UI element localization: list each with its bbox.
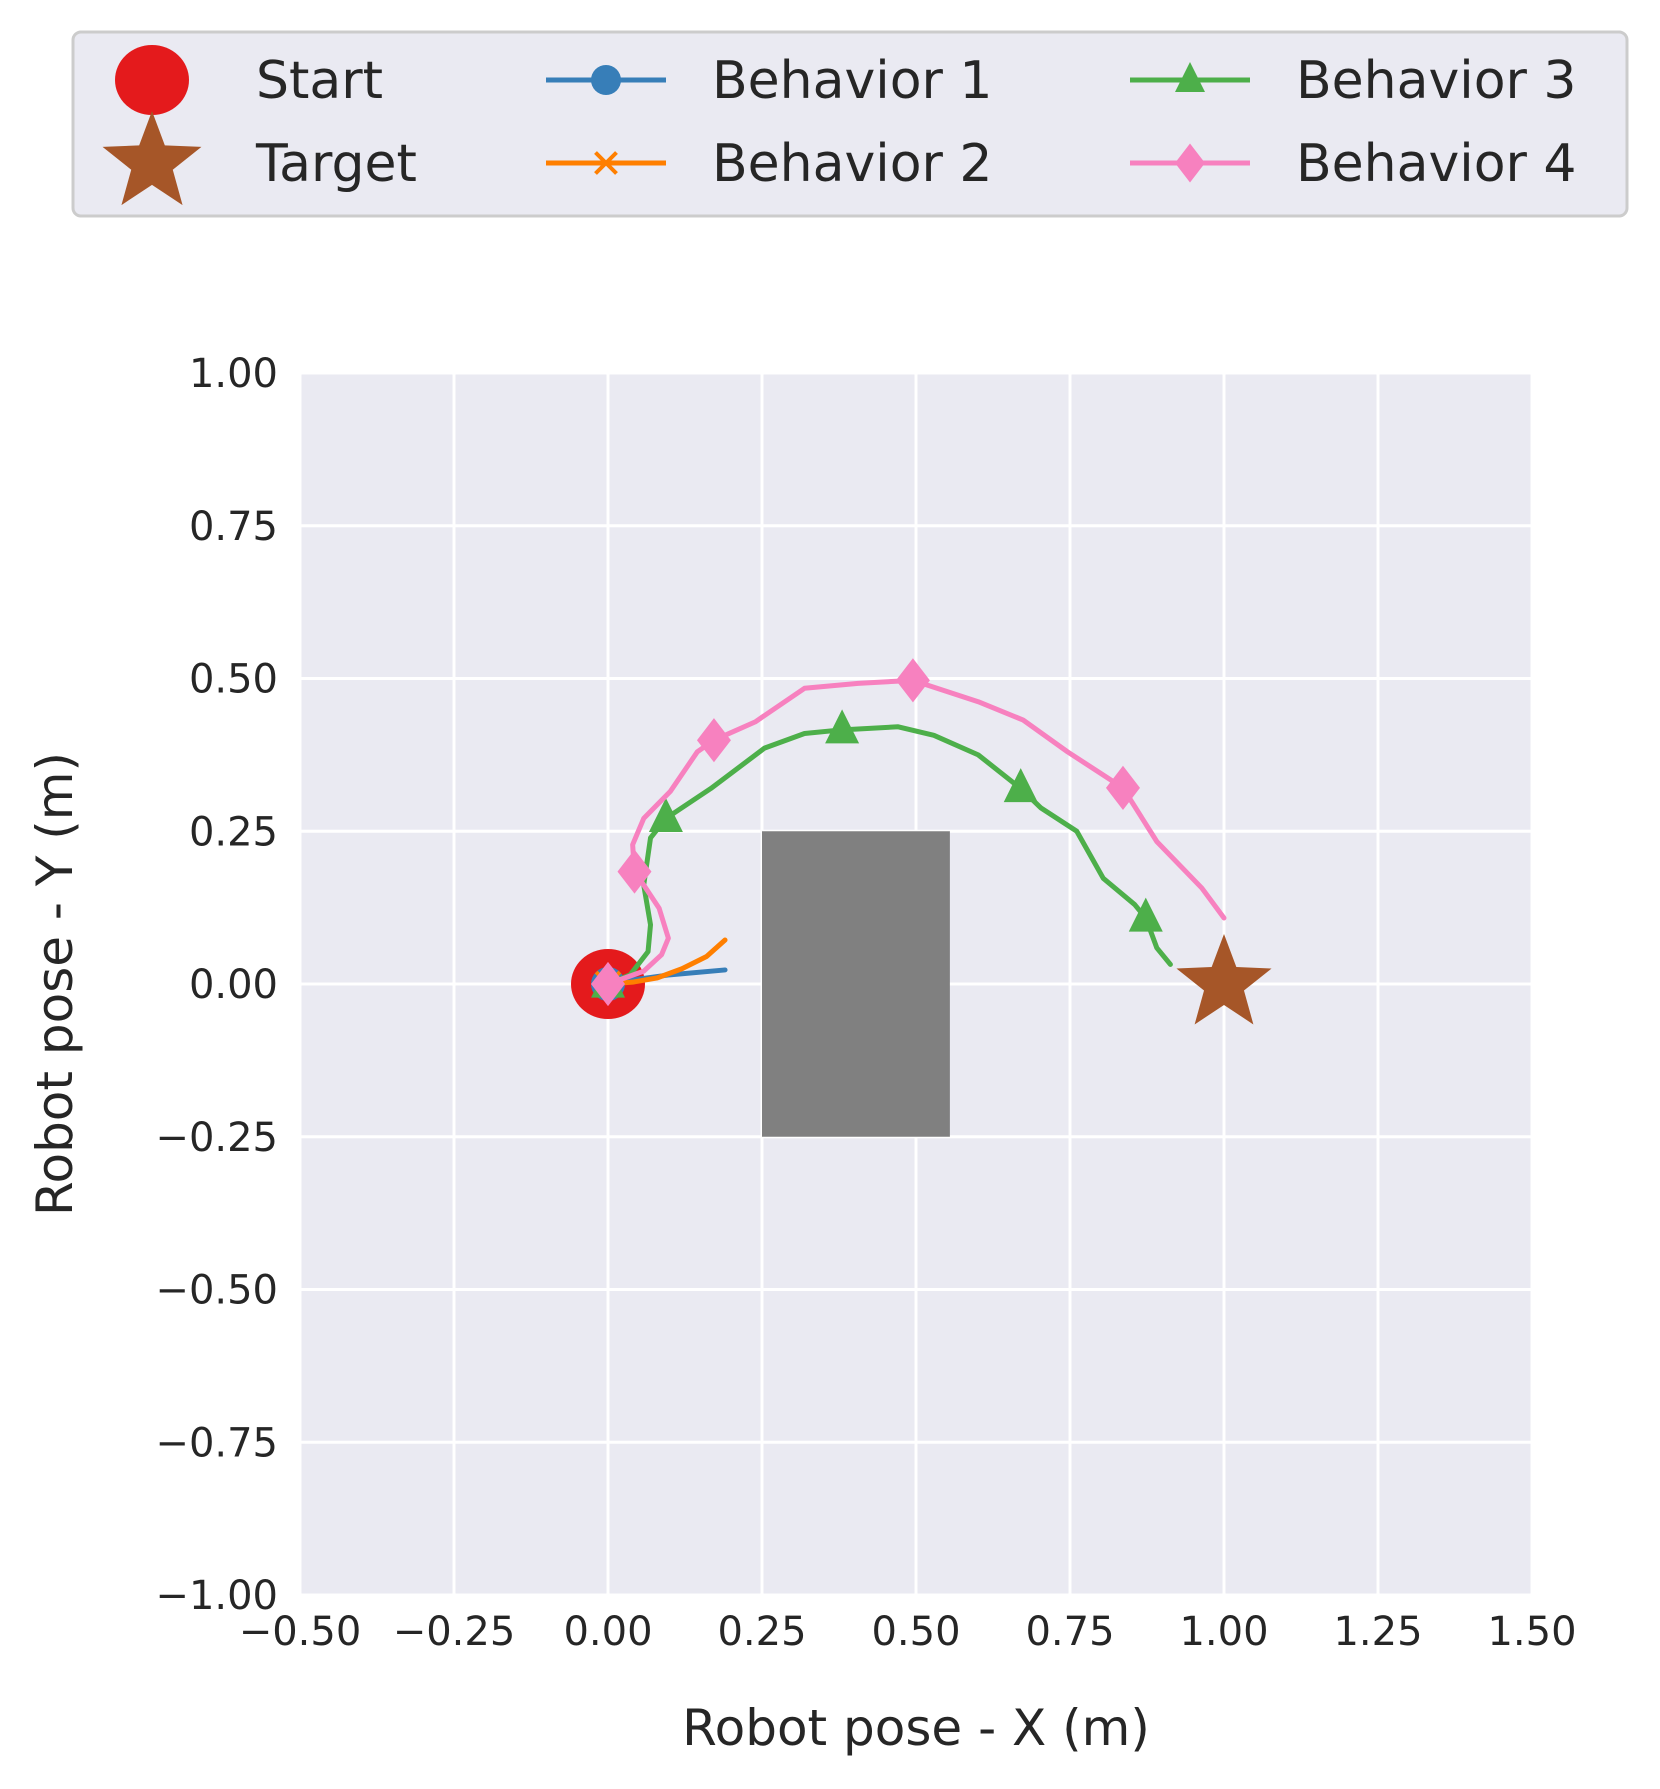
plot-content xyxy=(571,658,1272,1137)
behavior-4-marker xyxy=(617,849,652,894)
legend-circle-icon xyxy=(115,45,189,115)
legend-triangle-icon xyxy=(1175,62,1205,92)
y-tick-label: 1.00 xyxy=(189,351,278,397)
x-axis-label: Robot pose - X (m) xyxy=(682,1699,1150,1757)
legend-label: Start xyxy=(256,51,383,111)
behavior-3-line xyxy=(605,724,1173,987)
behavior-4-marker xyxy=(696,718,731,763)
x-tick-label: 0.25 xyxy=(717,1609,806,1655)
behavior-3-marker xyxy=(1128,897,1163,932)
legend-item-behavior-2: Behavior 2 xyxy=(546,134,993,194)
target-marker xyxy=(1176,934,1272,1025)
x-tick-label: 0.50 xyxy=(871,1609,960,1655)
behavior-3-marker xyxy=(648,798,683,833)
legend: Start Target Behavior 1 Behavior 2 Behavior … xyxy=(71,30,1629,218)
x-tick-label: 1.50 xyxy=(1487,1609,1576,1655)
behavior-3-marker xyxy=(825,709,860,744)
y-tick-label: 0.50 xyxy=(189,657,278,703)
y-tick-label: −0.50 xyxy=(155,1268,278,1314)
y-tick-label: −1.00 xyxy=(155,1573,278,1619)
x-tick-label: 0.00 xyxy=(563,1609,652,1655)
tick-labels: −0.50 −0.25 0.00 0.25 0.50 0.75 1.00 1.25 1.50 1.… xyxy=(155,351,1576,1655)
x-tick-label: −0.50 xyxy=(239,1609,362,1655)
legend-label: Behavior 2 xyxy=(712,134,993,194)
legend-label: Behavior 4 xyxy=(1296,134,1577,194)
y-tick-label: 0.75 xyxy=(189,504,278,550)
behavior-4-marker xyxy=(1105,765,1140,810)
y-axis-label: Robot pose - Y (m) xyxy=(26,752,84,1216)
legend-x-icon xyxy=(594,151,618,175)
legend-star-icon xyxy=(102,111,202,206)
behavior-2-line xyxy=(605,937,728,987)
legend-label: Target xyxy=(255,134,417,194)
legend-item-behavior-3: Behavior 3 xyxy=(1130,51,1577,111)
legend-item-start: Start xyxy=(115,45,383,115)
y-tick-label: 0.25 xyxy=(189,809,278,855)
legend-item-behavior-4: Behavior 4 xyxy=(1130,134,1577,194)
behavior-3-marker xyxy=(1003,768,1038,803)
legend-item-behavior-1: Behavior 1 xyxy=(546,51,993,111)
y-tick-label: 0.00 xyxy=(189,962,278,1008)
behavior-4-marker xyxy=(591,961,625,1007)
y-tick-label: −0.75 xyxy=(155,1420,278,1466)
x-tick-label: 1.00 xyxy=(1179,1609,1268,1655)
y-tick-label: −0.25 xyxy=(155,1115,278,1161)
legend-item-target: Target xyxy=(102,111,417,206)
x-tick-label: 0.75 xyxy=(1025,1609,1114,1655)
legend-label: Behavior 1 xyxy=(712,51,993,111)
legend-label: Behavior 3 xyxy=(1296,51,1577,111)
behavior-4-marker xyxy=(895,658,930,703)
x-tick-label: −0.25 xyxy=(393,1609,516,1655)
obstacle xyxy=(762,831,950,1137)
legend-diamond-icon xyxy=(1175,143,1205,183)
legend-circle-icon xyxy=(591,65,621,95)
x-tick-label: 1.25 xyxy=(1333,1609,1422,1655)
